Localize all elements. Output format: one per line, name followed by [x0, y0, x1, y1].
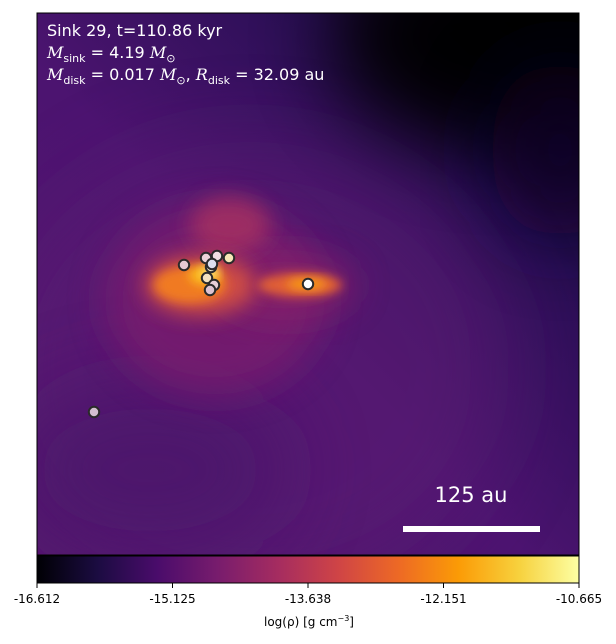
- sink-info-line1: Sink 29, t=110.86 kyr: [47, 21, 223, 40]
- sink-d: [222, 251, 236, 265]
- colorbar-ticks: [36, 583, 580, 588]
- disk-info-line: Mdisk = 0.017 M⊙, Rdisk = 32.09 au: [47, 65, 325, 88]
- colorbar-tick-label: -12.151: [420, 592, 467, 606]
- colorbar-tick-label: -15.125: [149, 592, 196, 606]
- colorbar-title: log(ρ) [g cm−3]: [264, 614, 354, 629]
- density-map: [37, 13, 579, 555]
- sink-29: [301, 277, 315, 291]
- sink-g: [200, 271, 214, 285]
- sink-f: [205, 257, 219, 271]
- sink-a: [177, 258, 191, 272]
- scale-bar: [403, 526, 540, 532]
- scale-bar-label: 125 au: [434, 483, 508, 507]
- colorbar: [37, 556, 579, 583]
- sink-particles: [87, 249, 315, 419]
- sink-mass-line: Msink = 4.19 M⊙: [47, 43, 176, 66]
- sink-j: [87, 405, 101, 419]
- colorbar-tick-label: -13.638: [284, 592, 332, 606]
- sink-i: [203, 283, 217, 297]
- colorbar-tick-label: -16.612: [13, 592, 61, 606]
- colorbar-tick-label: -10.665: [555, 592, 603, 606]
